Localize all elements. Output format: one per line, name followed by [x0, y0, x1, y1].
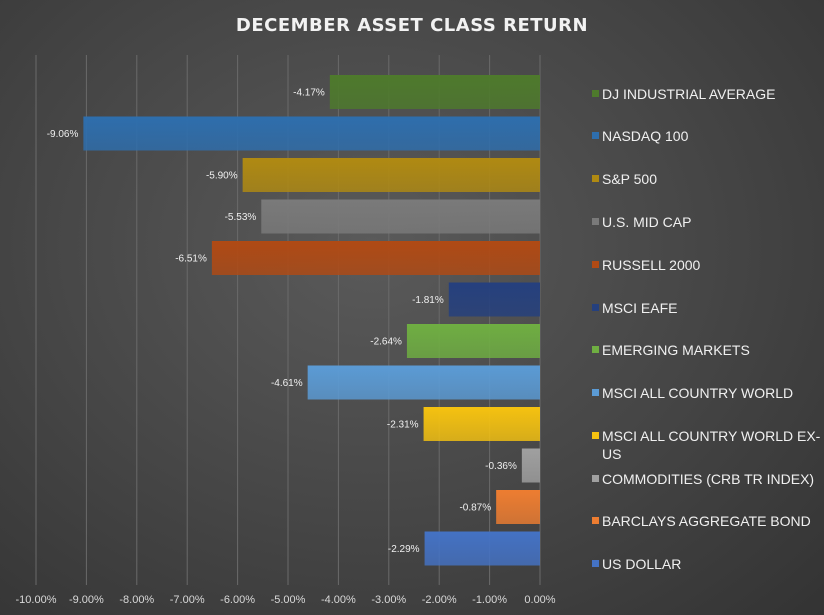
bar — [329, 75, 540, 109]
bar — [211, 241, 540, 275]
chart-title: DECEMBER ASSET CLASS RETURN — [236, 15, 588, 36]
legend-label: MSCI EAFE — [602, 300, 677, 316]
data-label: -2.29% — [388, 544, 420, 555]
legend-label: U.S. MID CAP — [602, 214, 691, 230]
legend-label: MSCI ALL COUNTRY WORLD EX- — [602, 428, 821, 444]
legend-swatch — [592, 346, 599, 353]
bar — [242, 158, 540, 192]
legend-label: EMERGING MARKETS — [602, 342, 750, 358]
bar — [307, 365, 540, 400]
data-label: -0.36% — [485, 461, 517, 472]
legend-label: S&P 500 — [602, 171, 657, 187]
bar — [424, 531, 540, 566]
data-label: -5.53% — [225, 212, 257, 223]
bar — [496, 490, 540, 524]
x-tick-label: -3.00% — [371, 594, 406, 606]
legend-label: US — [602, 446, 621, 462]
legend-swatch — [592, 475, 599, 482]
data-label: -6.51% — [175, 254, 207, 265]
x-tick-label: -2.00% — [422, 594, 457, 606]
bar — [261, 199, 540, 234]
x-tick-label: -1.00% — [472, 594, 507, 606]
legend-swatch — [592, 90, 599, 97]
data-label: -4.17% — [293, 88, 325, 99]
x-axis-ticks: -10.00% -9.00% -8.00% -7.00% -6.00% -5.00% -4.… — [16, 594, 556, 606]
x-tick-label: -5.00% — [271, 594, 306, 606]
data-label: -2.31% — [387, 420, 419, 431]
legend-label: MSCI ALL COUNTRY WORLD — [602, 385, 793, 401]
x-tick-label: -8.00% — [119, 594, 154, 606]
data-label: -0.87% — [459, 503, 491, 514]
bars — [83, 75, 540, 566]
legend-swatch — [592, 261, 599, 268]
data-labels: -4.17% -9.06% -5.90% -5.53% -6.51% -1.81% -2.6… — [47, 88, 517, 556]
x-tick-label: -6.00% — [220, 594, 255, 606]
bar — [83, 116, 540, 151]
legend-label: COMMODITIES (CRB TR INDEX) — [602, 471, 814, 487]
x-tick-label: 0.00% — [524, 594, 555, 606]
bar — [423, 407, 540, 441]
bar — [406, 324, 540, 358]
legend-label: BARCLAYS AGGREGATE BOND — [602, 513, 811, 529]
data-label: -2.64% — [370, 337, 402, 348]
legend-swatch — [592, 175, 599, 182]
legend-swatch — [592, 389, 599, 396]
legend-swatch — [592, 218, 599, 225]
data-label: -9.06% — [47, 129, 79, 140]
x-tick-label: -9.00% — [69, 594, 104, 606]
data-label: -4.61% — [271, 378, 303, 389]
legend-swatch — [592, 132, 599, 139]
legend-swatch — [592, 517, 599, 524]
legend-swatch — [592, 432, 599, 439]
x-tick-label: -7.00% — [170, 594, 205, 606]
data-label: -1.81% — [412, 295, 444, 306]
x-tick-label: -10.00% — [16, 594, 57, 606]
data-label: -5.90% — [206, 171, 238, 182]
legend: DJ INDUSTRIAL AVERAGE NASDAQ 100 S&P 500 U.… — [592, 86, 821, 572]
legend-swatch — [592, 560, 599, 567]
legend-label: NASDAQ 100 — [602, 128, 689, 144]
legend-label: DJ INDUSTRIAL AVERAGE — [602, 86, 775, 102]
x-tick-label: -4.00% — [321, 594, 356, 606]
bar — [448, 282, 540, 317]
bar — [521, 448, 540, 483]
legend-swatch — [592, 304, 599, 311]
legend-label: RUSSELL 2000 — [602, 257, 701, 273]
legend-label: US DOLLAR — [602, 556, 681, 572]
